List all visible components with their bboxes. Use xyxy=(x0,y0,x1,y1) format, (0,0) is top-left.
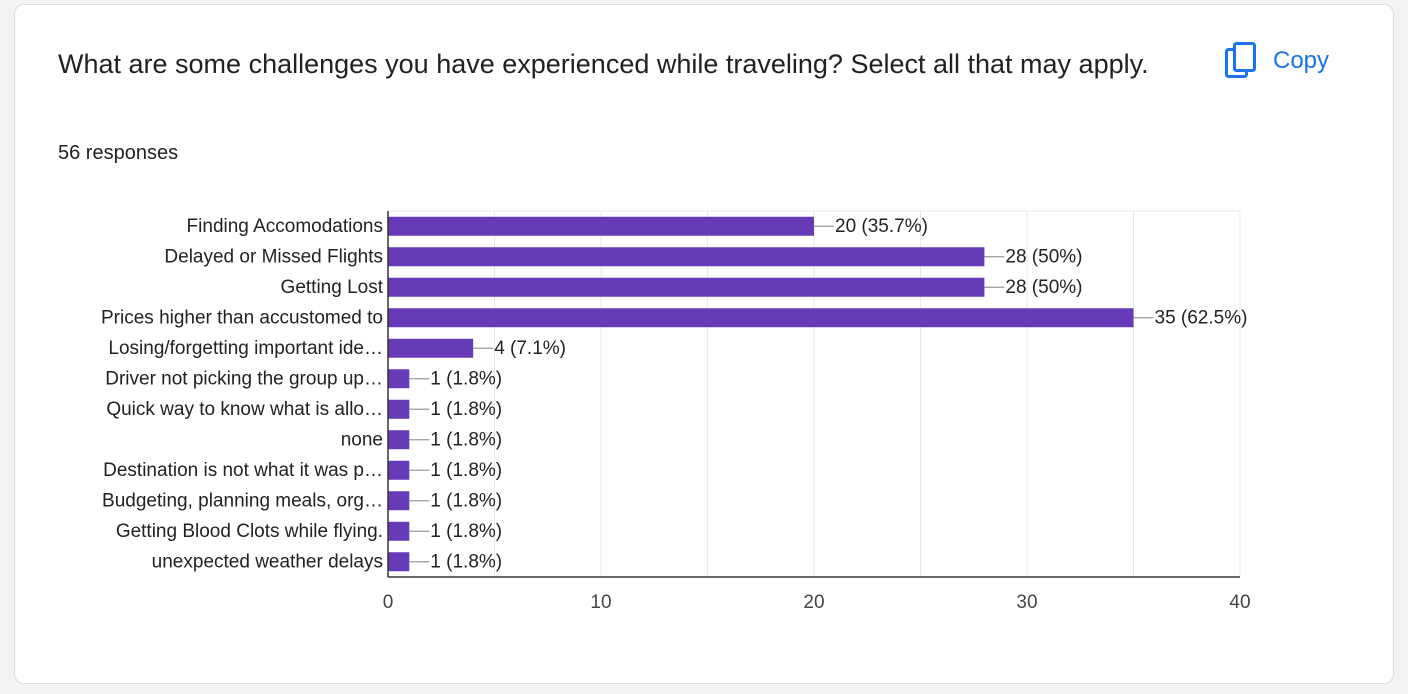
category-label: Delayed or Missed Flights xyxy=(164,246,383,267)
data-label: 1 (1.8%) xyxy=(430,368,502,389)
question-title: What are some challenges you have experi… xyxy=(58,49,1149,79)
data-label: 20 (35.7%) xyxy=(835,216,928,237)
bar xyxy=(388,277,985,297)
bar xyxy=(388,308,1134,328)
data-label: 28 (50%) xyxy=(1005,246,1082,267)
x-tick-label: 40 xyxy=(1229,592,1250,613)
x-tick-label: 30 xyxy=(1016,592,1037,613)
category-label: Destination is not what it was p… xyxy=(103,460,383,481)
category-label: Losing/forgetting important ide… xyxy=(108,338,383,359)
data-label: 35 (62.5%) xyxy=(1155,307,1248,328)
bar xyxy=(388,247,985,267)
category-label: unexpected weather delays xyxy=(152,551,383,572)
data-label: 1 (1.8%) xyxy=(430,460,502,481)
bar xyxy=(388,460,410,480)
x-tick-label: 0 xyxy=(383,592,394,613)
category-label: Budgeting, planning meals, org… xyxy=(102,490,383,511)
data-label: 4 (7.1%) xyxy=(494,338,566,359)
category-label: Getting Lost xyxy=(281,277,384,298)
bar xyxy=(388,338,474,358)
bar xyxy=(388,399,410,419)
category-label: Finding Accomodations xyxy=(187,216,383,237)
bar xyxy=(388,369,410,389)
data-label: 1 (1.8%) xyxy=(430,490,502,511)
response-count: 56 responses xyxy=(58,142,179,164)
copy-icon xyxy=(1225,42,1257,80)
category-label: Quick way to know what is allo… xyxy=(106,399,383,420)
x-tick-label: 10 xyxy=(590,592,611,613)
category-label: none xyxy=(341,429,383,450)
bar xyxy=(388,430,410,450)
data-label: 1 (1.8%) xyxy=(430,429,502,450)
question-card: What are some challenges you have experi… xyxy=(14,4,1394,684)
data-label: 28 (50%) xyxy=(1005,277,1082,298)
category-label: Prices higher than accustomed to xyxy=(101,307,383,328)
data-label: 1 (1.8%) xyxy=(430,399,502,420)
bar xyxy=(388,216,814,236)
bar xyxy=(388,521,410,541)
x-tick-label: 20 xyxy=(803,592,824,613)
copy-button[interactable]: Copy xyxy=(1225,39,1329,83)
data-label: 1 (1.8%) xyxy=(430,521,502,542)
data-label: 1 (1.8%) xyxy=(430,551,502,572)
copy-label: Copy xyxy=(1273,47,1330,74)
bar xyxy=(388,552,410,572)
category-label: Driver not picking the group up… xyxy=(105,368,383,389)
bar xyxy=(388,491,410,511)
category-label: Getting Blood Clots while flying. xyxy=(116,521,383,542)
